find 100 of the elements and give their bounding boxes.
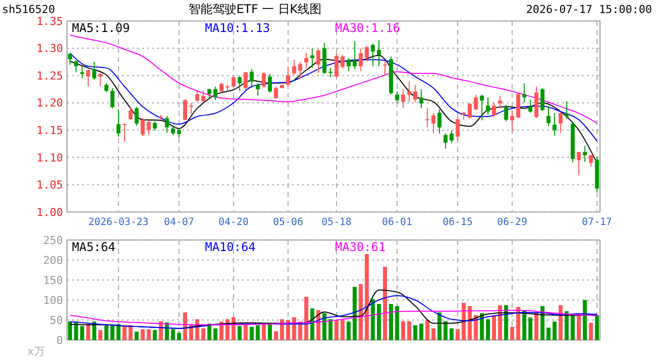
bar	[522, 310, 526, 340]
y-tick-label: 1.35	[36, 14, 63, 28]
bar	[286, 320, 290, 340]
candlestick	[510, 110, 514, 132]
candlestick	[564, 100, 569, 120]
line-series	[70, 34, 598, 124]
candlestick	[170, 124, 175, 136]
candlestick	[134, 106, 139, 126]
bar	[134, 332, 139, 340]
candlestick	[407, 81, 412, 102]
bar	[474, 315, 478, 340]
bar	[346, 322, 351, 340]
y-tick-label: 200	[43, 254, 63, 267]
bar	[395, 306, 400, 340]
text: MA30:1.16	[335, 21, 400, 35]
bar	[558, 305, 563, 340]
candlestick	[286, 66, 290, 87]
bar	[213, 328, 218, 340]
x-tick-label: 06-01	[382, 217, 412, 228]
bar	[292, 317, 296, 340]
candlestick	[86, 70, 90, 87]
bar	[201, 328, 206, 340]
bar	[382, 266, 387, 340]
bar	[425, 320, 430, 340]
x-tick-label: 05-06	[273, 217, 304, 228]
bar	[207, 324, 212, 340]
candlestick	[364, 46, 369, 62]
bar	[68, 322, 72, 340]
bar	[552, 322, 557, 340]
candlestick	[456, 116, 460, 140]
x-tick-label: 06-29	[497, 217, 528, 228]
bar	[98, 330, 102, 340]
candlestick	[122, 123, 127, 142]
candlestick	[310, 48, 314, 68]
candlestick	[582, 145, 587, 162]
bar	[274, 331, 278, 340]
x-tick-label: 07-17	[582, 217, 612, 228]
bar	[110, 325, 114, 340]
bar	[104, 325, 108, 340]
y-tick-label: 1.15	[36, 124, 63, 137]
bar	[334, 320, 339, 340]
bar	[364, 254, 369, 340]
candlestick	[425, 108, 430, 128]
candlestick	[74, 60, 78, 73]
bar	[80, 326, 84, 340]
line-series	[70, 52, 598, 142]
bar	[480, 313, 484, 340]
candlestick	[201, 90, 206, 102]
bar	[358, 284, 363, 340]
candlestick	[334, 52, 339, 78]
candlestick	[183, 98, 188, 121]
y-tick-label: 1.00	[36, 206, 63, 219]
bar	[376, 304, 381, 340]
bar	[437, 312, 442, 340]
bar	[456, 329, 460, 340]
text: MA10:64	[205, 240, 256, 254]
bar	[498, 305, 502, 340]
text: MA5:1.09	[72, 21, 130, 35]
candlestick	[588, 154, 593, 168]
candlestick	[382, 60, 387, 77]
candlestick	[474, 94, 478, 110]
candlestick	[195, 90, 200, 102]
candlestick	[328, 67, 332, 78]
candlestick	[498, 95, 502, 109]
bar	[516, 306, 520, 340]
bar	[304, 296, 308, 340]
candlestick	[116, 108, 120, 138]
bar	[140, 329, 145, 340]
candlestick	[152, 120, 157, 132]
chart-title: 智能驾驶ETF 一 日K线图	[188, 2, 322, 16]
bar	[86, 324, 90, 340]
candlestick	[207, 88, 212, 100]
candlestick	[444, 132, 448, 150]
candlestick	[437, 108, 442, 134]
candlestick	[419, 88, 424, 109]
candlestick	[504, 104, 508, 122]
candlestick	[376, 40, 381, 67]
candlestick	[244, 71, 248, 91]
y-tick-label: 0	[56, 334, 63, 347]
bar	[328, 319, 332, 340]
y-tick-label: 100	[43, 294, 63, 307]
bar	[431, 328, 436, 340]
candlestick	[232, 74, 236, 88]
bar	[582, 300, 587, 340]
y-tick-label: 250	[43, 234, 63, 247]
bar	[462, 302, 466, 340]
x-tick-label: 04-07	[164, 217, 194, 228]
y-axis-title: x万	[27, 345, 45, 358]
candlestick	[268, 73, 272, 93]
candlestick	[576, 151, 581, 176]
bar	[128, 325, 133, 340]
bar	[152, 330, 157, 340]
bar	[262, 324, 266, 340]
candlestick	[340, 54, 345, 69]
bar	[244, 324, 248, 340]
candlestick	[516, 92, 520, 119]
candlestick	[80, 66, 84, 79]
candlestick	[146, 120, 151, 136]
bar	[122, 325, 127, 340]
candlestick	[304, 52, 308, 68]
